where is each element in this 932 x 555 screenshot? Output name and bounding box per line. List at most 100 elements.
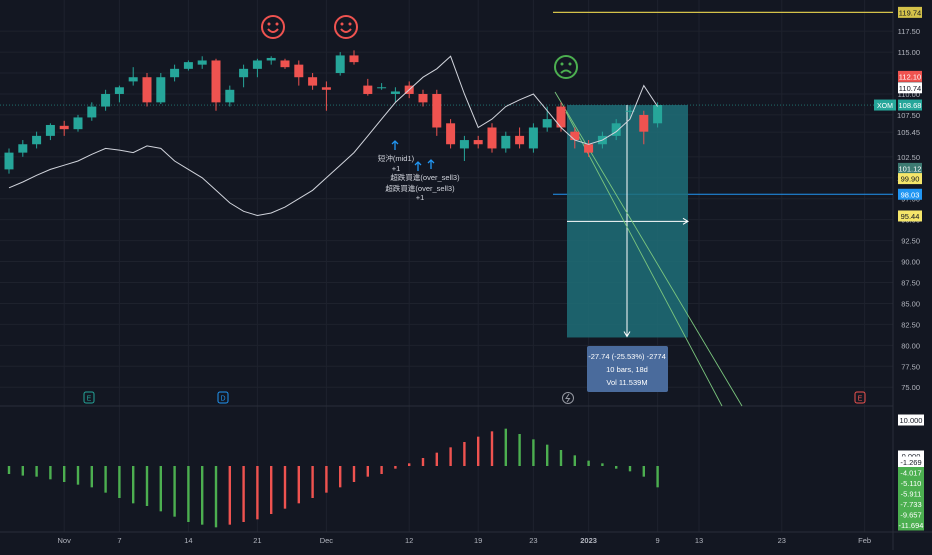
osc-bar [159,466,162,512]
time-tick: 14 [184,536,192,545]
candle-body[interactable] [584,144,594,153]
smile-icon-eye-right [348,22,352,26]
osc-bar [118,466,121,498]
osc-label: -11.694 [899,521,924,530]
candle-body[interactable] [142,77,152,103]
osc-bar [242,466,245,522]
price-axis[interactable]: USD117.50115.00112.50110.00107.50105.451… [874,5,922,392]
candle-body[interactable] [556,106,566,128]
candle-body[interactable] [128,77,138,82]
candle-body[interactable] [239,68,249,78]
oscillator-axis[interactable]: 10.0000.000-1.269-4.017-5.110-5.911-7.73… [898,414,924,531]
osc-label-bg [898,450,924,462]
candle-body[interactable] [377,87,387,89]
candles[interactable] [4,50,663,174]
candle-body[interactable] [459,140,469,149]
earnings-icon[interactable] [83,391,95,404]
dividend-icon[interactable] [217,391,229,404]
time-axis[interactable]: 24Nov71421Dec121923202391323Feb [0,536,872,545]
measure-bars-text: 10 bars, 18d [606,365,648,374]
time-tick: 13 [695,536,703,545]
candle-body[interactable] [611,123,621,136]
split-icon[interactable] [562,392,574,404]
candle-body[interactable] [170,68,180,78]
osc-bar [532,439,535,466]
candle-body[interactable] [280,60,290,68]
price-tick: 105.45 [897,128,920,137]
osc-bar [352,466,356,482]
smile-icon-outline [261,15,285,39]
candle-body[interactable] [625,110,635,112]
signal-arrow-oversell-b-head [427,159,435,164]
candle-body[interactable] [59,125,69,130]
osc-label-bg [898,477,924,489]
candle-body[interactable] [4,152,14,170]
time-tick: 23 [529,536,537,545]
annotation-mid1: 短沖(mid1) [378,153,415,163]
candle-body[interactable] [225,89,235,103]
candle-body[interactable] [197,60,207,65]
candle-body[interactable] [432,93,442,128]
osc-bar [615,466,618,469]
price-label: 98.03 [901,190,920,199]
osc-bar [642,466,645,477]
candle-body[interactable] [542,119,552,128]
candle-body[interactable] [87,106,97,118]
candle-body[interactable] [390,91,400,94]
price-tick: 87.50 [901,279,920,288]
osc-bar [76,466,80,485]
price-tick: 82.50 [901,320,920,329]
time-tick: 19 [474,536,482,545]
candle-body[interactable] [101,93,111,107]
candle-body[interactable] [528,127,538,149]
frown-icon-outline [554,55,578,79]
candle-body[interactable] [487,127,497,149]
candle-body[interactable] [653,105,663,124]
annotation-oversell-a: 超跌買進(over_sell3) [390,172,460,182]
measure-volume-text: Vol 11.539M [606,378,647,387]
candle-body[interactable] [156,77,166,103]
candle-body[interactable] [252,60,262,69]
candle-body[interactable] [321,87,331,90]
candle-body[interactable] [211,60,221,103]
candle-body[interactable] [418,93,428,103]
osc-bar [297,466,300,504]
candle-body[interactable] [335,55,345,74]
candle-body[interactable] [266,57,276,61]
candle-body[interactable] [308,77,318,86]
price-tick: 77.50 [901,362,920,371]
osc-label: -5.110 [901,479,922,488]
measure-arrowhead-right [682,217,689,225]
osc-bar [656,466,659,488]
candle-body[interactable] [570,131,580,141]
candle-body[interactable] [294,64,304,78]
candle-body[interactable] [73,117,83,130]
candle-body[interactable] [363,85,373,94]
price-label-bg [898,162,922,174]
candle-body[interactable] [446,123,456,145]
price-tick: 115.00 [898,48,920,57]
candle-body[interactable] [501,135,511,149]
candle-body[interactable] [32,135,42,145]
symbol-tag-bg[interactable] [874,99,896,111]
smile-icon-mouth [340,28,352,33]
candle-body[interactable] [183,62,193,69]
candle-body[interactable] [473,140,483,145]
candle-body[interactable] [639,114,649,132]
candle-body[interactable] [515,135,525,145]
candle-body[interactable] [45,124,55,136]
candle-body[interactable] [18,144,28,153]
annotation-oversell-b: 超跌買進(over_sell3) [385,183,455,193]
earnings-icon[interactable] [854,391,866,404]
price-tick: 90.00 [901,258,920,267]
time-tick: Nov [58,536,72,545]
measure-label-box[interactable] [587,346,668,392]
osc-bar [601,463,604,466]
candle-body[interactable] [349,55,359,63]
candle-body[interactable] [114,87,124,94]
osc-bar [504,428,507,466]
sentiment-markers [261,15,578,79]
